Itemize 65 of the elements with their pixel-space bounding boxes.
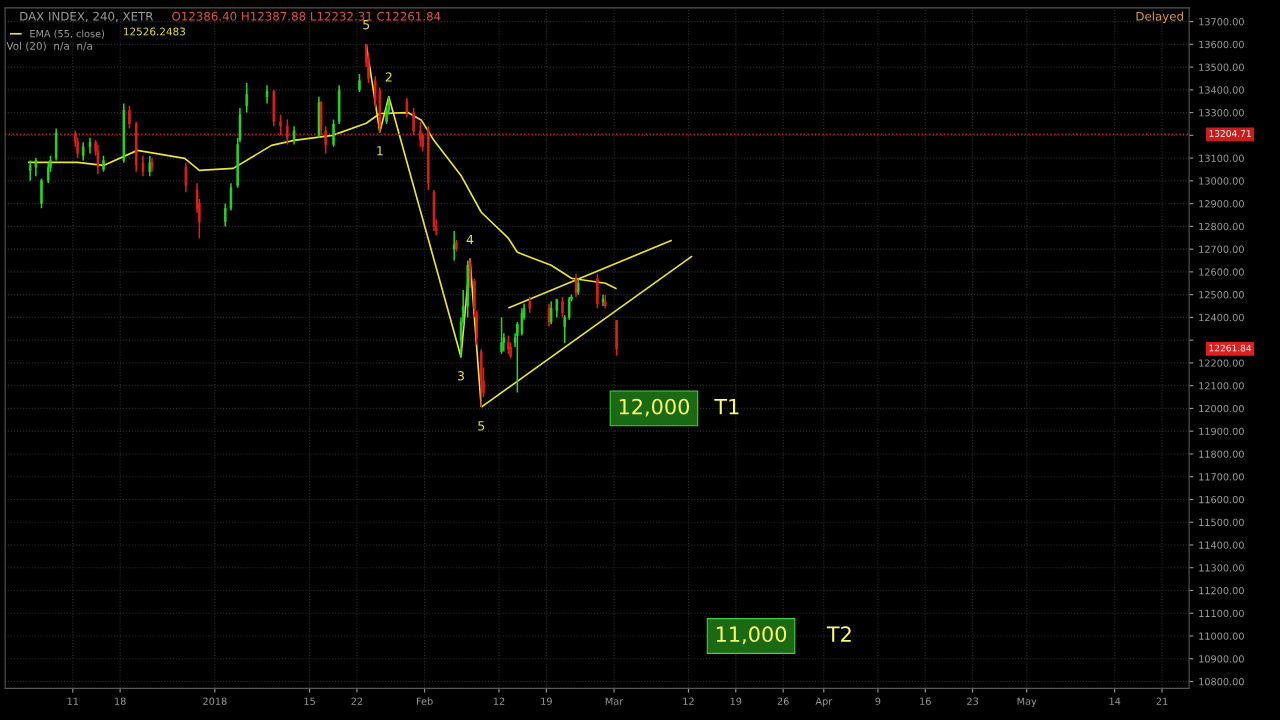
annotation: 5: [363, 20, 370, 30]
y-tick-label: 10900.00: [1199, 655, 1244, 663]
annotation: T1: [714, 398, 739, 415]
y-tick-label: 12600.00: [1199, 268, 1244, 276]
x-tick-label: 23: [967, 697, 979, 705]
y-tick-label: 11500.00: [1199, 518, 1244, 527]
y-tick-label: 13700.00: [1199, 18, 1244, 26]
y-tick-label: 12400.00: [1199, 313, 1244, 322]
y-tick-label: 12100.00: [1199, 382, 1244, 390]
ref-line-label: 13204.71: [1209, 130, 1251, 137]
x-tick-label: Apr: [815, 697, 833, 707]
y-tick-label: 12800.00: [1199, 222, 1244, 231]
y-tick-label: 13300.00: [1199, 109, 1244, 117]
y-tick-label: 11300.00: [1199, 564, 1244, 572]
annotation: 3: [457, 371, 464, 381]
x-tick-label: 9: [875, 697, 881, 705]
y-tick-label: 11600.00: [1199, 495, 1244, 504]
y-tick-label: 11100.00: [1199, 609, 1244, 618]
annotation: 1: [377, 146, 383, 156]
x-tick-label: 16: [920, 697, 931, 705]
x-tick-label: 21: [1156, 697, 1168, 705]
y-tick-label: 12700.00: [1199, 245, 1244, 253]
x-tick-label: 2018: [203, 697, 227, 705]
y-tick-label: 13000.00: [1199, 177, 1244, 185]
annotation: Delayed: [1136, 11, 1183, 23]
y-tick-label: 13400.00: [1199, 86, 1244, 94]
text: 12261.84: [1209, 344, 1252, 352]
y-tick-label: 11000.00: [1199, 632, 1244, 640]
x-tick-label: 19: [730, 697, 742, 705]
x-tick-label: 12: [493, 697, 505, 705]
y-tick-label: 12000.00: [1199, 404, 1244, 413]
x-tick-label: 15: [304, 697, 315, 705]
y-tick-label: 10800.00: [1199, 677, 1244, 686]
x-tick-label: 19: [541, 697, 552, 705]
y-tick-label: 13600.00: [1199, 40, 1244, 49]
annotation: Vol (20) n/a n/a: [6, 41, 92, 52]
y-tick-label: 11800.00: [1199, 450, 1244, 458]
annotation: O12386.40 H12387.88 L12232.31 C12261.84: [172, 11, 441, 21]
legend-label: EMA (55, close): [30, 29, 105, 39]
x-tick-label: 11: [67, 697, 79, 705]
annotation: 12,000: [619, 398, 690, 417]
annotation: T2: [826, 626, 851, 642]
y-tick-label: 11400.00: [1199, 541, 1244, 549]
x-tick-label: 12: [683, 697, 694, 705]
chart-title: DAX INDEX, 240, XETR: [20, 11, 154, 22]
annotation: 4: [466, 234, 474, 245]
x-tick-label: 18: [115, 697, 126, 705]
y-tick-label: 12500.00: [1199, 291, 1244, 299]
x-tick-label: May: [1017, 697, 1037, 707]
y-tick-label: 12900.00: [1199, 200, 1244, 208]
x-tick-label: Feb: [416, 697, 433, 705]
y-tick-label: 11900.00: [1199, 427, 1244, 436]
y-tick-label: 13500.00: [1199, 63, 1244, 71]
annotation: 5: [478, 421, 485, 431]
y-tick-label: 12200.00: [1199, 359, 1244, 367]
y-tick-label: 13100.00: [1199, 154, 1244, 162]
y-tick-label: 11200.00: [1199, 586, 1244, 595]
annotation: 12526.2483: [124, 27, 185, 36]
x-tick-label: Mar: [605, 697, 624, 705]
x-tick-label: 22: [351, 697, 363, 705]
x-tick-label: 26: [777, 697, 789, 705]
annotation: 11,000: [716, 626, 787, 645]
y-tick-label: 11700.00: [1199, 473, 1244, 481]
x-tick-label: 14: [1109, 697, 1121, 705]
annotation: 2: [385, 72, 392, 82]
